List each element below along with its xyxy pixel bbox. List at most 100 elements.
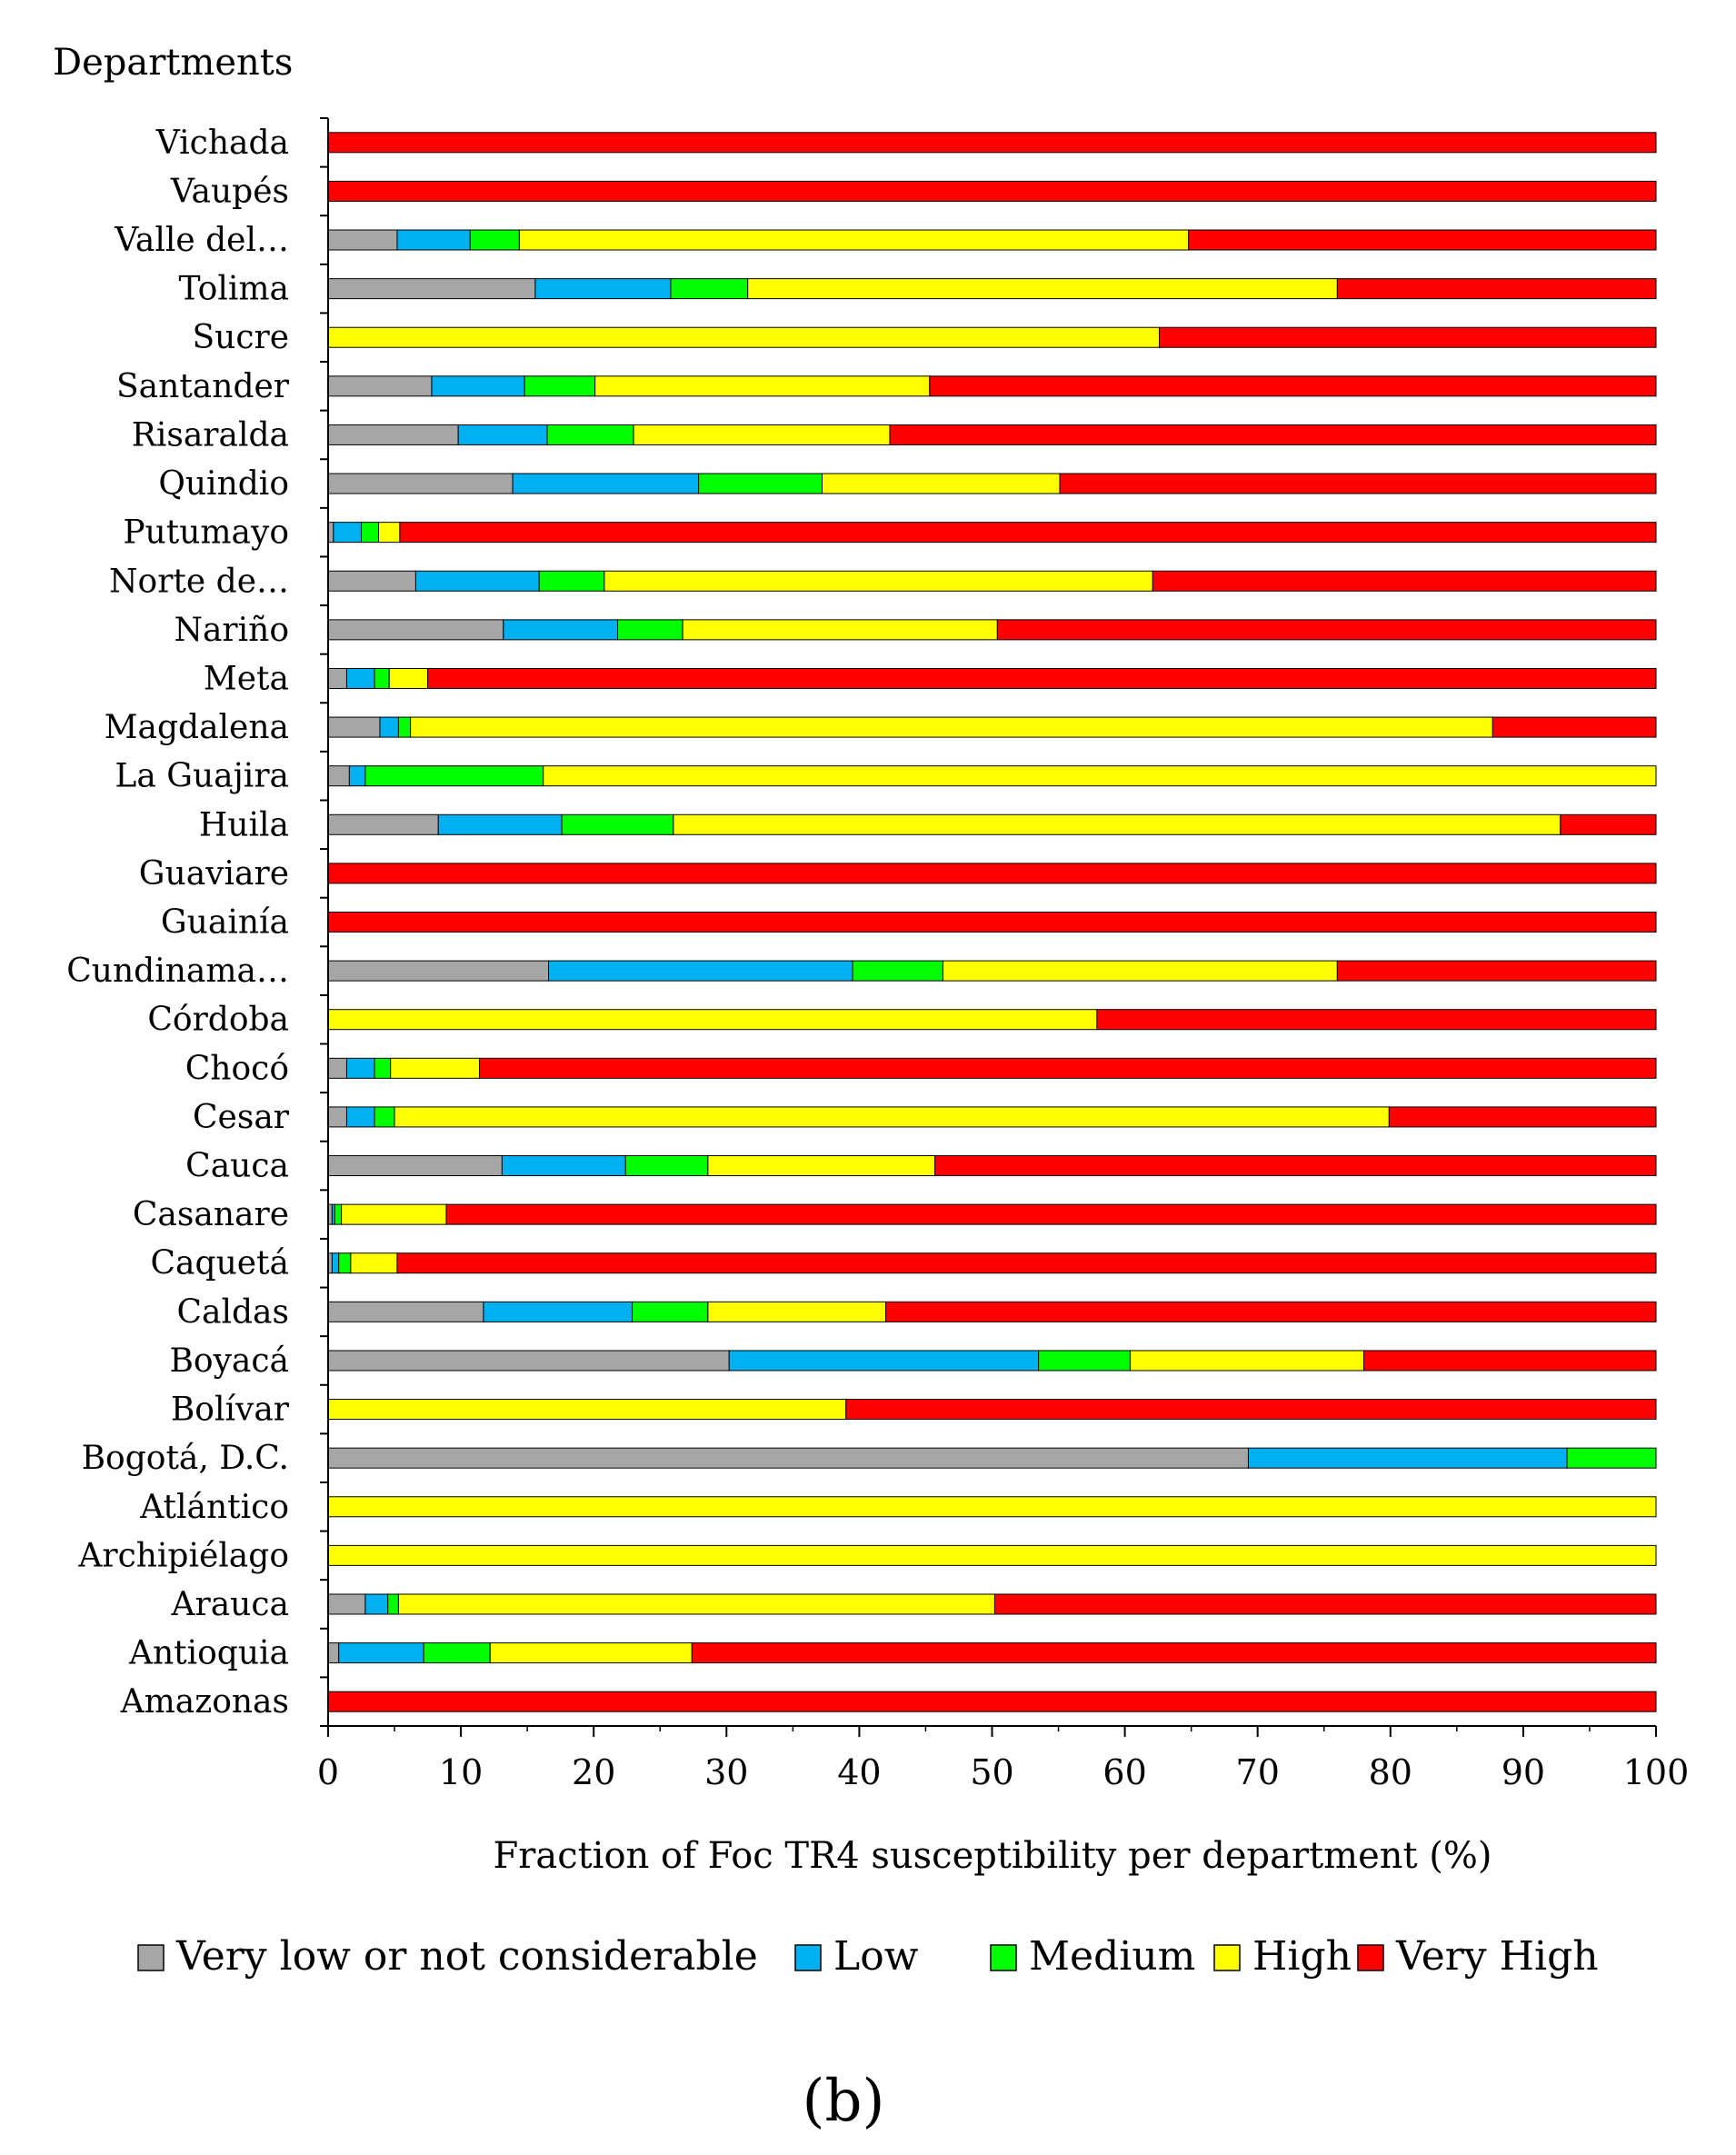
bar-segment [327, 1350, 730, 1372]
bar-segment [327, 1106, 347, 1128]
bar-segment [993, 1593, 1657, 1615]
bar-segment [394, 1106, 1390, 1128]
category-label: Chocó [185, 1050, 289, 1087]
bar-segment [885, 1301, 1657, 1322]
bar-segment [327, 716, 381, 738]
bars-group [327, 132, 1657, 1712]
bar-segment [747, 278, 1338, 300]
bar-segment [327, 229, 398, 251]
category-label: Antioquia [128, 1635, 289, 1672]
legend-label: Low [833, 1933, 919, 1980]
bar-segment [670, 278, 749, 300]
category-label: Quindio [158, 465, 289, 503]
category-label: Arauca [171, 1586, 289, 1623]
legend-swatch [1213, 1944, 1241, 1971]
bar-segment [1059, 473, 1657, 494]
x-axis-title: Fraction of Foc TR4 susceptibility per d… [493, 1835, 1492, 1877]
bar-segment [338, 1642, 424, 1664]
x-axis: 0 10 20 30 40 50 60 70 80 90 100 [317, 117, 1689, 1792]
legend-label: High [1252, 1933, 1352, 1980]
category-label: Córdoba [147, 1002, 289, 1039]
bar-segment [390, 1057, 481, 1079]
bar-segment [1129, 1350, 1365, 1372]
bar-segment [534, 278, 672, 300]
bar-segment [327, 180, 1657, 202]
bar-segment [728, 1350, 1040, 1372]
x-tick-label: 20 [572, 1752, 615, 1792]
bar-segment [934, 1155, 1657, 1177]
bar-segment [327, 667, 347, 689]
bar-segment [410, 716, 1493, 738]
bar-segment [1152, 570, 1657, 592]
category-label: Tolima [178, 271, 289, 308]
bar-segment [1492, 716, 1657, 738]
category-label: Cauca [185, 1148, 289, 1185]
bar-segment [1566, 1447, 1657, 1469]
bar-segment [479, 1057, 1657, 1079]
bar-segment [942, 960, 1338, 982]
bar-segment [1336, 278, 1657, 300]
legend-label: Medium [1029, 1933, 1195, 1980]
bar-segment [364, 1593, 389, 1615]
category-label: Cesar [193, 1099, 290, 1136]
bar-segment [1363, 1350, 1657, 1372]
legend: Very low or not considerable Low Medium Hig… [137, 1933, 1599, 1980]
bar-segment [397, 716, 412, 738]
legend-label: Very High [1395, 1933, 1599, 1980]
bar-segment [327, 375, 433, 397]
bar-segment [327, 960, 550, 982]
bar-segment [852, 960, 943, 982]
x-tick-label: 80 [1369, 1752, 1412, 1792]
bar-segment [489, 1642, 693, 1664]
category-label: Caldas [176, 1293, 289, 1331]
bar-segment [350, 1252, 398, 1274]
category-label: Magdalena [105, 709, 289, 746]
bar-segment [632, 1301, 709, 1322]
bar-segment [594, 375, 931, 397]
category-label: Meta [204, 660, 289, 697]
bar-segment [604, 570, 1153, 592]
bar-segment [414, 570, 540, 592]
category-label: Vichada [155, 125, 289, 162]
bar-segment [524, 375, 596, 397]
bar-segment [399, 522, 1657, 544]
bar-segment [427, 667, 1657, 689]
bar-segment [327, 473, 514, 494]
bar-segment [469, 229, 520, 251]
bar-segment [341, 1203, 447, 1225]
bar-segment [327, 765, 350, 787]
panel-label: (b) [803, 2068, 885, 2135]
bar-segment [682, 619, 998, 641]
bar-segment [707, 1301, 887, 1322]
bar-segment [338, 1252, 352, 1274]
bar-segment [996, 619, 1657, 641]
bar-segment [374, 667, 390, 689]
category-label: Norte de… [109, 563, 289, 600]
bar-segment [327, 912, 1657, 933]
bar-segment [327, 424, 459, 445]
x-tick-label: 0 [317, 1752, 339, 1792]
bar-segment [348, 765, 366, 787]
category-label: Casanare [133, 1196, 289, 1233]
bar-segment [431, 375, 525, 397]
bar-segment [929, 375, 1657, 397]
bar-segment [673, 813, 1561, 835]
bar-segment [374, 1106, 395, 1128]
bar-segment [624, 1155, 709, 1177]
category-label: Valle del… [114, 222, 289, 259]
bar-segment [327, 132, 1657, 154]
category-label: Boyacá [169, 1342, 289, 1380]
bar-segment [327, 1691, 1657, 1712]
bar-segment [345, 1106, 375, 1128]
bar-segment [334, 1203, 343, 1225]
legend-swatch [794, 1944, 822, 1971]
x-tick-label: 60 [1102, 1752, 1146, 1792]
category-label: Sucre [192, 319, 289, 356]
bar-segment [1388, 1106, 1657, 1128]
bar-segment [423, 1642, 491, 1664]
legend-swatch [1357, 1944, 1384, 1971]
bar-segment [1560, 813, 1657, 835]
bar-segment [327, 1057, 347, 1079]
category-label: Risaralda [132, 416, 289, 454]
bar-segment [327, 1399, 847, 1421]
